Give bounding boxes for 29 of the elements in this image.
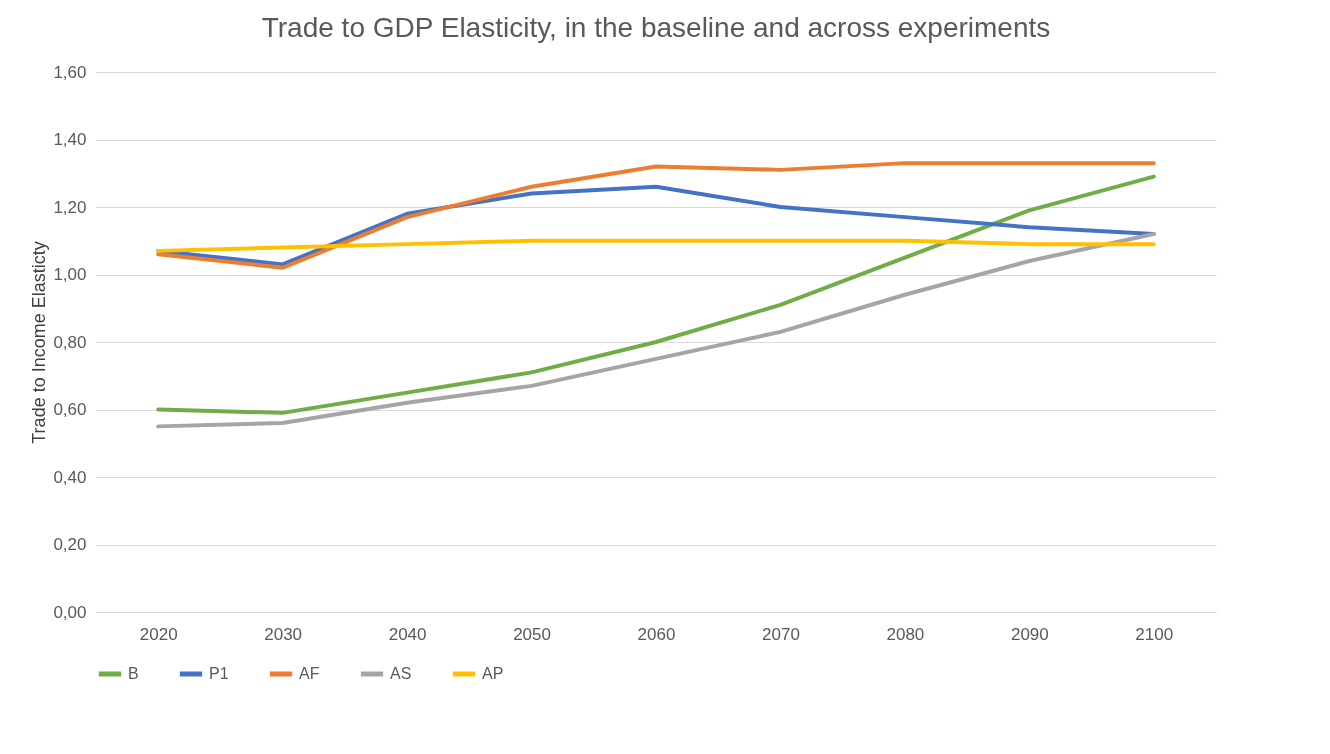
- y-tick-label: 1,60: [53, 62, 87, 82]
- line-series: [156, 232, 1156, 429]
- line-series: [156, 161, 1156, 270]
- y-tick-label: 1,40: [53, 130, 87, 149]
- x-tick-label: 2080: [886, 624, 925, 644]
- y-tick-label: 0,60: [53, 400, 87, 419]
- x-tick-label: 2040: [388, 624, 427, 644]
- x-tick-label: 2090: [1010, 624, 1049, 644]
- x-tick-label: 2100: [1135, 624, 1174, 644]
- chart-title: Trade to GDP Elasticity, in the baseline and across experiments: [261, 12, 1051, 43]
- y-tick-label: 1,20: [53, 197, 87, 217]
- legend-label: AS: [390, 665, 412, 682]
- line-series: [156, 174, 1156, 415]
- legend-label: AF: [299, 665, 320, 682]
- y-tick-label: 0,40: [53, 467, 87, 487]
- x-tick-label: 2070: [762, 624, 800, 644]
- legend-label: B: [128, 665, 139, 682]
- y-axis-title: Trade to Income Elasticty: [29, 241, 50, 444]
- legend-label: AP: [482, 665, 504, 682]
- line-series: [156, 238, 1156, 253]
- y-tick-label: 0,20: [53, 535, 87, 554]
- y-tick-label: 0,80: [53, 332, 87, 352]
- y-tick-label: 0,00: [53, 602, 87, 622]
- y-tick-label: 1,00: [53, 265, 87, 284]
- legend-label: P1: [209, 665, 229, 682]
- x-tick-label: 2030: [264, 624, 303, 644]
- x-tick-label: 2020: [139, 624, 178, 644]
- x-tick-label: 2060: [637, 624, 676, 644]
- x-tick-label: 2050: [513, 624, 551, 644]
